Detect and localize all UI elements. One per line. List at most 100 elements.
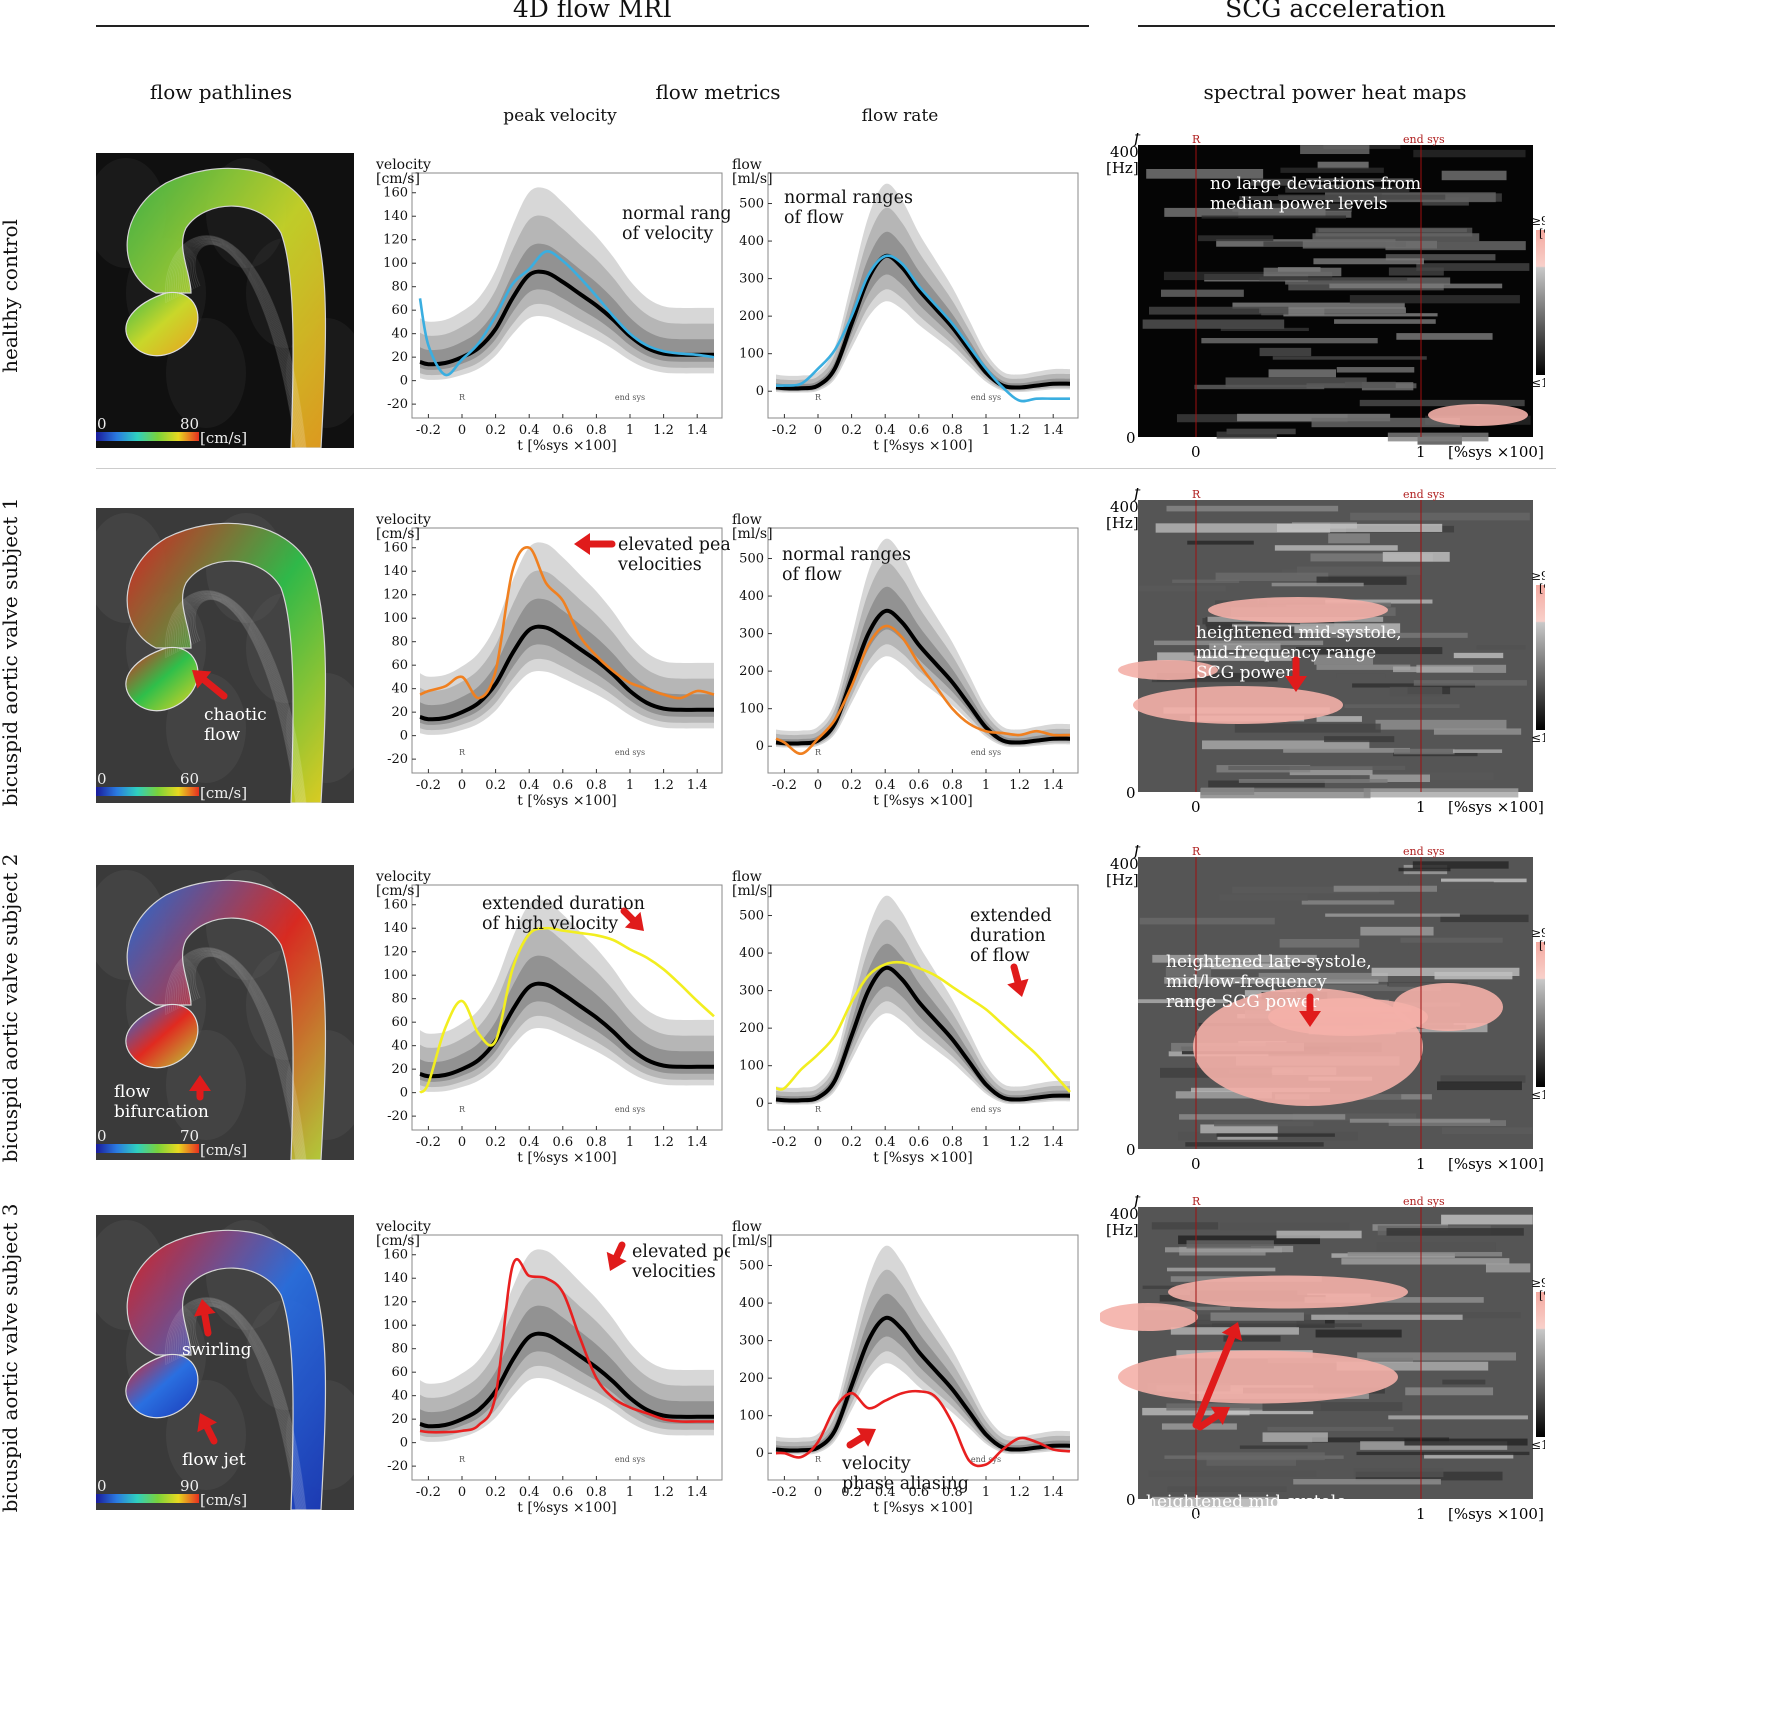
annotation-text: velocity bbox=[841, 1454, 911, 1474]
y-tick-label: 400 bbox=[739, 234, 764, 249]
y-tick-label: 60 bbox=[391, 303, 408, 318]
power-band bbox=[1201, 337, 1378, 344]
subject-line bbox=[419, 926, 715, 1094]
pathline-streak bbox=[187, 1304, 299, 1510]
power-band bbox=[1175, 1091, 1272, 1099]
cohort-band-2 bbox=[420, 243, 714, 370]
endsys-label: end sys bbox=[1403, 845, 1445, 858]
x-tick-label: 0.4 bbox=[875, 1135, 896, 1150]
power-band bbox=[1405, 1387, 1494, 1396]
colorbar-max: 80 bbox=[180, 415, 199, 433]
power-band bbox=[1283, 313, 1438, 317]
endsys-label: end sys bbox=[1403, 1195, 1445, 1208]
y-tick-label: 500 bbox=[739, 197, 764, 212]
power-band bbox=[1154, 640, 1324, 646]
x-tick-label: -0.2 bbox=[772, 1135, 797, 1150]
y-tick-label: 100 bbox=[383, 256, 408, 271]
power-colorbar-max: ≥90 bbox=[1531, 926, 1545, 940]
annotation-text: chaotic bbox=[204, 705, 267, 725]
velocity-colorbar bbox=[96, 1494, 199, 1503]
power-band bbox=[1369, 774, 1430, 782]
y-tick-label: 120 bbox=[383, 588, 408, 603]
power-band bbox=[1408, 881, 1494, 890]
power-band bbox=[1155, 523, 1331, 533]
x-axis-label: t [%sys ×100] bbox=[517, 1500, 616, 1516]
power-band bbox=[1400, 937, 1503, 943]
power-band bbox=[1185, 1142, 1324, 1147]
x-tick-label: 0.6 bbox=[552, 423, 573, 438]
annotation-text: elevated peak bbox=[618, 535, 730, 555]
y-tick-label: 100 bbox=[383, 968, 408, 983]
power-band bbox=[1258, 972, 1388, 982]
power-colorbar-unit: [%] bbox=[1539, 939, 1545, 952]
y-tick-label: 40 bbox=[391, 682, 408, 697]
row-label-0: healthy control bbox=[0, 219, 22, 373]
power-band bbox=[1156, 672, 1278, 682]
power-band bbox=[1142, 319, 1285, 329]
colorbar-max: 60 bbox=[180, 770, 199, 788]
y-tick-label: 20 bbox=[391, 705, 408, 720]
freq-zero-label: 0 bbox=[1126, 1141, 1136, 1159]
median-line bbox=[419, 1331, 714, 1429]
power-band bbox=[1160, 289, 1244, 297]
pathline-streak bbox=[168, 1298, 306, 1510]
power-band bbox=[1350, 512, 1530, 521]
y-tick-label: 0 bbox=[400, 1436, 408, 1451]
annotation-arrowhead bbox=[624, 911, 644, 931]
power-band bbox=[1329, 283, 1503, 289]
power-band bbox=[1167, 1486, 1287, 1492]
power-band bbox=[1290, 984, 1442, 992]
power-band bbox=[1296, 566, 1422, 575]
tissue-blob bbox=[166, 318, 246, 428]
power-band bbox=[1276, 1230, 1362, 1239]
y-tick-label: 140 bbox=[383, 209, 408, 224]
pathline-streak bbox=[179, 951, 302, 1160]
endsys-marker: end sys bbox=[615, 1105, 645, 1114]
y-tick-label: 300 bbox=[739, 272, 764, 287]
annotation-text: flow bbox=[204, 725, 241, 745]
annotation-text: no large deviations from bbox=[1210, 174, 1421, 194]
power-band bbox=[1280, 167, 1384, 173]
power-band bbox=[1442, 1127, 1533, 1135]
y-tick-label: 400 bbox=[739, 1296, 764, 1311]
power-band bbox=[1238, 210, 1352, 218]
pathline-streak bbox=[177, 950, 303, 1160]
x-tick-label: 1.4 bbox=[687, 1135, 708, 1150]
pathline-streak bbox=[191, 1305, 298, 1510]
x-tick-label: 0.2 bbox=[485, 1135, 506, 1150]
power-band bbox=[1209, 643, 1281, 651]
x-tick-label: 1 bbox=[626, 1485, 634, 1500]
annotation-text: of flow bbox=[784, 208, 844, 228]
row-label-3: bicuspid aortic valve subject 3 bbox=[0, 1203, 22, 1513]
power-colorbar-unit: [%] bbox=[1539, 1289, 1545, 1302]
power-band bbox=[1223, 1335, 1281, 1342]
time-zero-label: 0 bbox=[1191, 1505, 1201, 1523]
power-band bbox=[1315, 1329, 1402, 1338]
x-tick-label: 0.8 bbox=[586, 1135, 607, 1150]
x-tick-label: 1 bbox=[626, 778, 634, 793]
power-band bbox=[1398, 867, 1451, 872]
x-tick-label: 0.8 bbox=[586, 778, 607, 793]
y-tick-label: 200 bbox=[739, 1021, 764, 1036]
freq-unit-label: [Hz] bbox=[1106, 159, 1139, 177]
power-band bbox=[1234, 723, 1381, 733]
power-band bbox=[1232, 886, 1380, 894]
endsys-label: end sys bbox=[1403, 133, 1445, 146]
x-tick-label: 1 bbox=[626, 423, 634, 438]
power-band bbox=[1200, 963, 1291, 970]
y-axis-unit: [ml/s] bbox=[732, 171, 773, 187]
pathline-streak bbox=[186, 241, 300, 448]
cohort-band-2 bbox=[420, 955, 714, 1082]
annotation-text: heightened late-systole, bbox=[1166, 952, 1372, 972]
annotation-text: normal ranges bbox=[784, 188, 913, 208]
median-line bbox=[775, 608, 1071, 746]
pathline-streak bbox=[192, 955, 297, 1160]
freq-unit-label: [Hz] bbox=[1106, 871, 1139, 889]
aorta-shape bbox=[126, 1229, 327, 1510]
x-tick-label: 1 bbox=[982, 1135, 990, 1150]
power-band bbox=[1413, 149, 1526, 158]
pathline-streak bbox=[168, 591, 306, 803]
pathline-streak bbox=[177, 1300, 303, 1510]
